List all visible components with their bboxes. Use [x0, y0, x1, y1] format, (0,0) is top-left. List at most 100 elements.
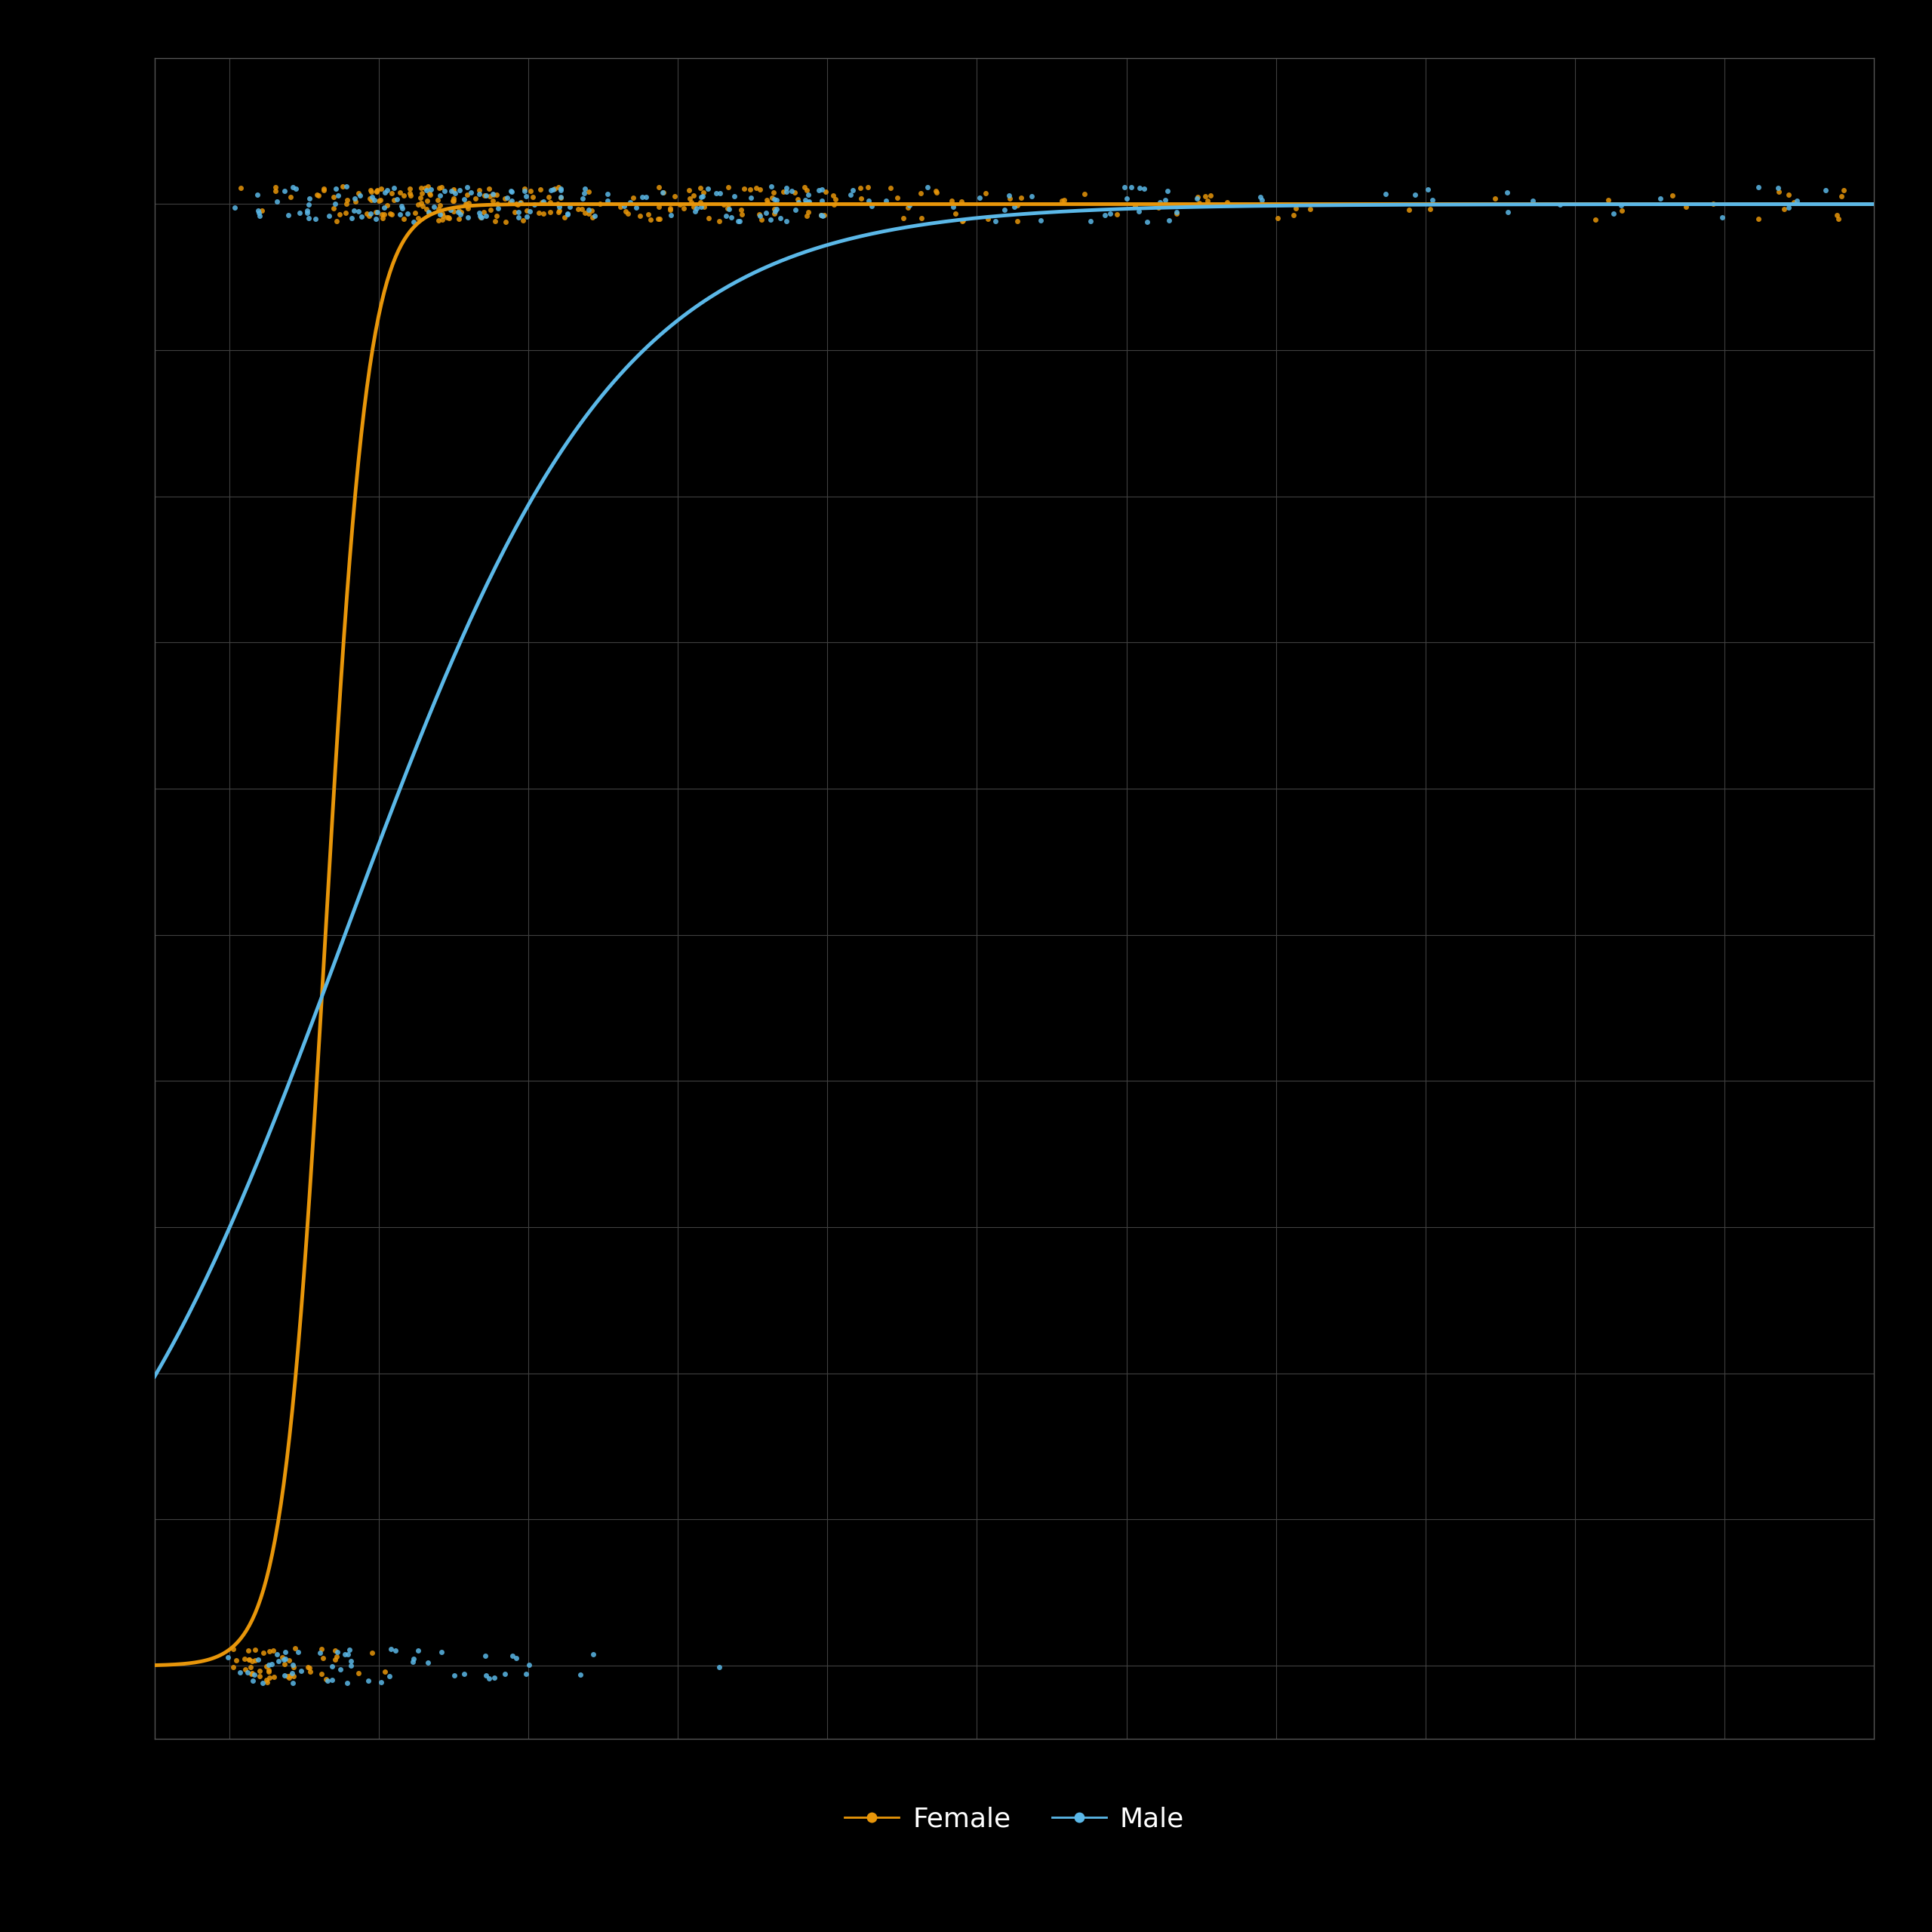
Point	[406, 178, 437, 209]
Point	[539, 174, 570, 205]
Point	[1161, 197, 1192, 228]
Point	[1762, 172, 1793, 203]
Point	[1109, 172, 1140, 203]
Point	[400, 197, 431, 228]
Point	[365, 184, 396, 214]
Point	[750, 197, 781, 228]
Point	[792, 201, 823, 232]
Point	[578, 203, 609, 234]
Point	[332, 1667, 363, 1698]
Point	[817, 180, 848, 211]
Point	[477, 180, 508, 211]
Point	[1826, 180, 1857, 211]
Point	[263, 1646, 294, 1677]
Point	[232, 1658, 263, 1689]
Point	[477, 178, 508, 209]
Point	[771, 172, 802, 203]
Point	[230, 1654, 261, 1685]
Point	[1598, 197, 1629, 228]
Point	[806, 174, 837, 205]
Point	[398, 207, 429, 238]
Point	[512, 195, 543, 226]
Point	[292, 195, 323, 226]
Point	[319, 189, 350, 220]
Point	[406, 172, 437, 203]
Point	[464, 180, 495, 211]
Point	[278, 1652, 309, 1683]
Point	[580, 201, 611, 232]
Point	[450, 189, 481, 220]
Point	[947, 205, 978, 236]
Point	[545, 191, 576, 222]
Point	[568, 178, 599, 209]
Point	[570, 174, 601, 205]
Point	[423, 172, 454, 203]
Point	[605, 191, 636, 222]
Point	[365, 1667, 396, 1698]
Point	[543, 172, 574, 203]
Point	[278, 1650, 309, 1681]
Point	[1412, 174, 1443, 205]
Point	[711, 193, 742, 224]
Point	[475, 180, 506, 211]
Point	[1774, 191, 1804, 222]
Point	[810, 176, 840, 207]
Point	[425, 172, 456, 203]
Point	[439, 185, 469, 216]
Point	[498, 197, 529, 228]
Point	[325, 199, 355, 230]
Point	[1592, 184, 1623, 214]
Point	[740, 172, 771, 203]
Point	[388, 203, 419, 234]
Point	[1781, 185, 1812, 216]
Point	[568, 184, 599, 214]
Point	[806, 199, 837, 230]
Point	[1184, 187, 1215, 218]
Point	[278, 1662, 309, 1692]
Point	[274, 1660, 305, 1690]
Point	[549, 201, 580, 232]
Point	[887, 203, 918, 234]
Point	[1101, 199, 1132, 230]
Point	[355, 197, 386, 228]
Point	[274, 1662, 305, 1692]
Point	[491, 207, 522, 238]
Point	[535, 187, 566, 218]
Point	[1810, 174, 1841, 205]
Point	[920, 176, 951, 207]
Point	[1128, 174, 1159, 205]
Point	[1743, 203, 1774, 234]
Point	[856, 191, 887, 222]
Point	[381, 1634, 412, 1665]
Point	[473, 1663, 504, 1694]
Point	[384, 199, 415, 230]
Point	[330, 187, 361, 218]
Point	[294, 189, 325, 220]
Point	[334, 1634, 365, 1665]
Point	[433, 203, 464, 234]
Point	[481, 180, 512, 211]
Point	[1580, 205, 1611, 236]
Point	[243, 201, 274, 232]
Point	[752, 187, 782, 218]
Point	[819, 184, 850, 214]
Point	[1190, 182, 1221, 213]
Point	[566, 193, 597, 224]
Point	[643, 203, 674, 234]
Point	[527, 185, 558, 216]
Point	[524, 197, 554, 228]
Point	[261, 185, 292, 216]
Point	[278, 172, 309, 203]
Point	[292, 1652, 323, 1683]
Point	[439, 176, 469, 207]
Point	[236, 1658, 267, 1689]
Point	[618, 182, 649, 213]
Point	[369, 193, 400, 224]
Point	[251, 1663, 282, 1694]
Point	[274, 182, 305, 213]
Point	[545, 174, 576, 205]
Point	[1544, 189, 1575, 220]
Point	[377, 178, 408, 209]
Point	[504, 187, 535, 218]
Point	[1194, 180, 1225, 211]
